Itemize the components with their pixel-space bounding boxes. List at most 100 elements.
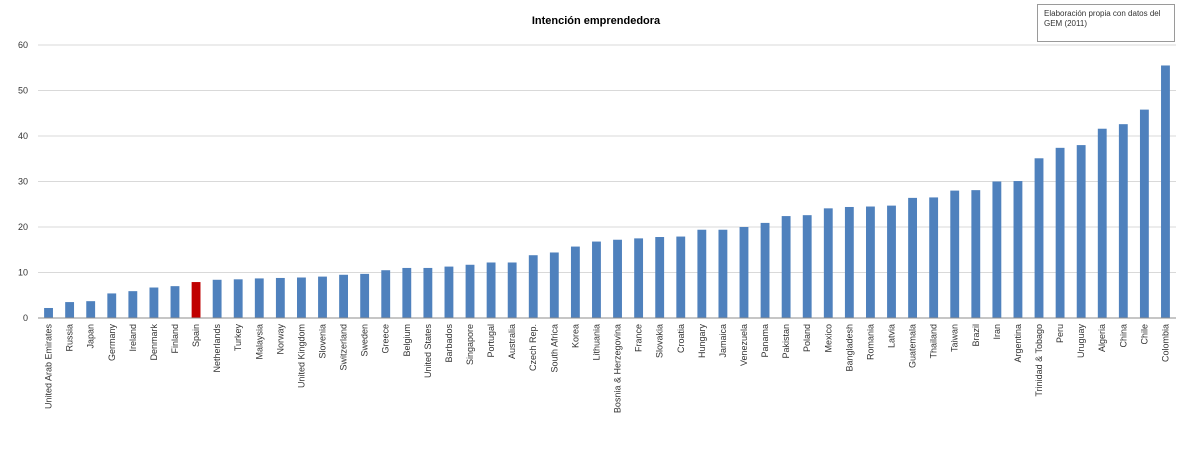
bar <box>613 239 622 318</box>
x-tick-label: United States <box>423 324 433 379</box>
bar <box>592 241 601 318</box>
bar <box>360 273 370 318</box>
bar <box>697 229 707 318</box>
x-tick-label: Jamaica <box>718 324 728 358</box>
bar <box>1076 145 1086 318</box>
x-tick-label: Slovakia <box>655 324 665 358</box>
x-tick-label: Mexico <box>823 324 833 353</box>
x-tick-label: Poland <box>802 324 812 352</box>
bar <box>887 205 896 318</box>
x-tick-label: Russia <box>65 324 75 352</box>
bar <box>1013 181 1023 318</box>
bar <box>212 279 222 318</box>
x-tick-label: Peru <box>1055 324 1065 343</box>
bar <box>929 197 939 318</box>
bar <box>1139 109 1149 318</box>
x-tick-label: Czech Rep. <box>528 324 538 371</box>
x-tick-label: Finland <box>170 324 180 354</box>
x-tick-label: Barbados <box>444 324 454 363</box>
x-tick-label: Singapore <box>465 324 475 365</box>
x-tick-label: Chile <box>1139 324 1149 345</box>
source-note: Elaboración propia con datos del GEM (20… <box>1037 4 1175 42</box>
x-tick-label: Thailand <box>929 324 939 359</box>
x-tick-label: Denmark <box>149 324 159 361</box>
bar <box>570 246 580 318</box>
bar <box>86 301 96 318</box>
bar <box>1161 65 1170 318</box>
x-tick-label: France <box>634 324 644 352</box>
bar <box>170 286 180 318</box>
bar <box>339 274 348 318</box>
bar <box>718 229 728 318</box>
x-tick-label: Australia <box>507 324 517 359</box>
bar <box>444 266 454 318</box>
y-tick-label: 20 <box>18 222 28 232</box>
bars <box>44 65 1170 318</box>
bar <box>739 227 749 318</box>
x-tick-label: South Africa <box>549 324 559 373</box>
x-tick-label: Malaysia <box>254 324 264 360</box>
x-tick-label: Slovenia <box>318 324 328 359</box>
x-axis-labels: United Arab Emirates Russia Japan Germany Ir… <box>44 324 1171 414</box>
bar <box>507 262 517 318</box>
bar <box>676 236 686 318</box>
x-tick-label: Algeria <box>1097 324 1107 352</box>
x-tick-label: Guatemala <box>908 324 918 368</box>
bar <box>486 262 496 318</box>
y-tick-label: 10 <box>18 268 28 278</box>
x-tick-label: Belgium <box>402 324 412 357</box>
x-tick-label: Venezuela <box>739 324 749 366</box>
x-tick-label: United Kingdom <box>296 324 306 388</box>
x-tick-label: Lithuania <box>591 324 601 361</box>
bar <box>908 197 917 318</box>
bar <box>191 282 201 318</box>
bar <box>634 238 644 318</box>
x-tick-label: Portugal <box>486 324 496 358</box>
x-tick-label: Netherlands <box>212 324 222 373</box>
y-tick-label: 30 <box>18 177 28 187</box>
x-tick-label: Pakistan <box>781 324 791 359</box>
y-tick-label: 0 <box>23 313 28 323</box>
x-tick-label: Ireland <box>128 324 138 352</box>
bar <box>297 277 306 318</box>
x-tick-label: Argentina <box>1013 324 1023 363</box>
bar <box>992 181 1002 318</box>
x-tick-label: Latvia <box>887 324 897 348</box>
x-tick-label: Turkey <box>233 324 243 352</box>
bar <box>549 252 559 318</box>
bar <box>44 307 53 318</box>
x-tick-label: Switzerland <box>339 324 349 371</box>
x-tick-label: Romania <box>865 324 875 360</box>
x-tick-label: Colombia <box>1160 324 1170 362</box>
gridlines <box>38 44 1176 273</box>
bar <box>655 237 665 318</box>
y-tick-label: 40 <box>18 131 28 141</box>
bar <box>1034 158 1044 318</box>
x-tick-label: Bangladesh <box>844 324 854 372</box>
x-tick-label: United Arab Emirates <box>44 324 54 410</box>
x-tick-label: China <box>1118 324 1128 348</box>
bar <box>760 222 770 318</box>
bar <box>802 215 812 318</box>
x-tick-label: Bosnia & Herzegovina <box>613 324 623 413</box>
y-tick-label: 60 <box>18 40 28 50</box>
x-tick-label: Sweden <box>360 324 370 357</box>
y-axis-ticks: 0 10 20 30 40 50 60 <box>18 40 28 323</box>
x-tick-label: Germany <box>107 324 117 362</box>
x-tick-label: Trinidad & Tobago <box>1034 324 1044 397</box>
bar <box>318 276 327 318</box>
bar <box>1097 128 1107 318</box>
bar <box>275 277 285 318</box>
bar <box>233 279 243 318</box>
x-tick-label: Panama <box>760 324 770 358</box>
x-tick-label: Hungary <box>697 324 707 359</box>
bar <box>781 216 791 318</box>
bar <box>65 302 75 318</box>
bar <box>465 264 475 318</box>
x-tick-label: Spain <box>191 324 201 347</box>
x-tick-label: Greece <box>381 324 391 354</box>
x-tick-label: Iran <box>992 324 1002 340</box>
x-tick-label: Brazil <box>971 324 981 347</box>
